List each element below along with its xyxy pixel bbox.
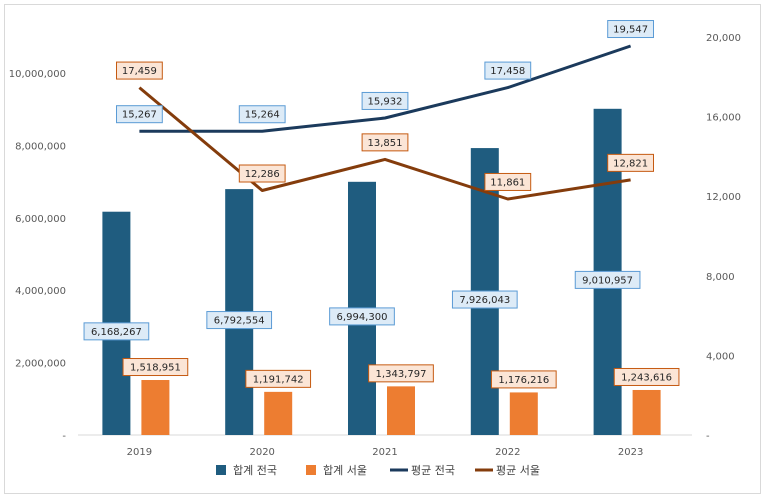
data-label-total-seoul: 1,343,797: [376, 369, 427, 380]
bar-total-seoul: [509, 392, 538, 435]
x-tick-label: 2021: [372, 447, 397, 458]
data-label-total-seoul-box: [613, 367, 680, 386]
data-label-avg-seoul: 17,459: [122, 66, 157, 77]
data-label-avg-national-box: [238, 105, 286, 124]
y-right-tick-label: 12,000: [706, 192, 741, 203]
data-label-total-seoul: 1,191,742: [253, 374, 304, 385]
bar-total-seoul: [387, 386, 415, 435]
legend-swatch: [306, 465, 316, 475]
legend-label: 합계 서울: [323, 464, 367, 477]
data-label-avg-seoul-box: [361, 133, 409, 152]
data-label-avg-national-box: [607, 20, 655, 39]
y-left-tick-label: -: [62, 431, 66, 442]
data-label-avg-national: 15,267: [122, 110, 157, 121]
bar-total-seoul: [632, 389, 661, 435]
data-label-avg-seoul: 12,821: [613, 158, 648, 169]
y-left-tick-label: 10,000,000: [9, 69, 66, 80]
x-tick-label: 2020: [249, 447, 274, 458]
bar-total-seoul: [141, 380, 170, 435]
y-left-tick-label: 8,000,000: [15, 141, 66, 152]
data-label-total-seoul-box: [122, 358, 189, 377]
data-label-total-national: 7,926,043: [459, 295, 510, 306]
data-label-total-seoul: 1,243,616: [621, 372, 672, 383]
data-label-total-national-box: [83, 322, 150, 341]
data-label-avg-national-box: [361, 91, 409, 110]
y-right-tick-label: -: [706, 431, 710, 442]
y-right-tick-label: 8,000: [706, 272, 735, 283]
data-label-total-national-box: [206, 311, 273, 330]
data-label-avg-seoul: 13,851: [368, 138, 403, 149]
y-left-tick-label: 4,000,000: [15, 286, 66, 297]
x-tick-label: 2022: [495, 447, 520, 458]
legend-label: 평균 서울: [496, 464, 540, 477]
data-label-avg-national-box: [484, 61, 532, 80]
line-avg-national: [139, 44, 632, 133]
data-label-avg-seoul-box: [607, 153, 655, 172]
data-label-avg-national: 19,547: [613, 25, 648, 36]
data-label-total-national-box: [451, 290, 518, 309]
data-label-avg-national: 15,932: [368, 96, 403, 107]
data-label-avg-seoul-box: [238, 164, 286, 183]
data-label-total-seoul-box: [245, 369, 312, 388]
data-label-avg-seoul-box: [116, 61, 163, 80]
data-label-avg-national: 17,458: [490, 66, 525, 77]
y-right-tick-label: 16,000: [706, 113, 741, 124]
data-label-avg-national: 15,264: [245, 110, 280, 121]
data-label-total-national: 6,994,300: [337, 312, 388, 323]
y-right-tick-label: 20,000: [706, 33, 741, 44]
data-label-avg-seoul: 12,286: [245, 169, 280, 180]
y-right-tick-label: 4,000: [706, 351, 735, 362]
data-label-total-national-box: [329, 307, 395, 326]
data-label-total-national-box: [574, 270, 641, 289]
data-label-avg-national-box: [116, 105, 163, 124]
data-label-avg-seoul: 11,861: [490, 177, 525, 188]
data-label-avg-seoul-box: [484, 172, 532, 191]
y-left-tick-label: 2,000,000: [15, 359, 66, 370]
data-label-total-seoul-box: [490, 370, 557, 389]
line-avg-seoul: [138, 86, 631, 201]
legend-label: 평균 전국: [411, 464, 455, 477]
legend-label: 합계 전국: [233, 464, 277, 477]
data-label-total-seoul: 1,176,216: [498, 375, 549, 386]
data-label-total-national: 6,168,267: [91, 327, 142, 338]
data-label-total-national: 6,792,554: [214, 316, 265, 327]
data-label-total-seoul: 1,518,951: [130, 363, 181, 374]
x-tick-label: 2023: [618, 447, 643, 458]
bar-total-seoul: [264, 391, 293, 435]
data-label-total-seoul-box: [368, 364, 434, 383]
legend-swatch: [216, 465, 226, 475]
data-label-total-national: 9,010,957: [582, 275, 633, 286]
x-tick-label: 2019: [127, 447, 152, 458]
y-left-tick-label: 6,000,000: [15, 214, 66, 225]
